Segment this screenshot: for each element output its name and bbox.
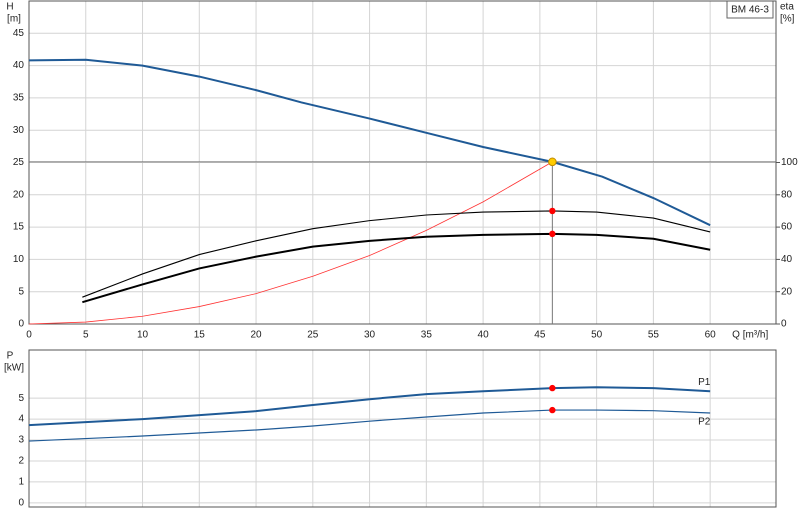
y2-tick-label: 0: [781, 319, 787, 330]
x-tick-label: 35: [421, 330, 433, 341]
curve: [82, 232, 711, 304]
y-tick-label: 35: [13, 93, 25, 104]
x-tick-label: 45: [534, 330, 546, 341]
y2-tick-label: 20: [781, 286, 793, 297]
x-tick-label: 60: [705, 330, 717, 341]
y-tick-label: 5: [18, 286, 24, 297]
x-tick-label: 50: [591, 330, 603, 341]
y-tick-label: 30: [13, 125, 25, 136]
y2-axis-unit: [%]: [780, 14, 795, 25]
operating-point: [549, 406, 556, 414]
x-tick-label: 25: [307, 330, 319, 341]
operating-point: [549, 230, 556, 238]
y-axis-unit: [m]: [7, 14, 21, 25]
duty-point: [548, 157, 557, 167]
curve: [28, 409, 711, 442]
y-tick-label: 20: [13, 189, 25, 200]
series-label: P2: [698, 417, 711, 428]
x-tick-label: 30: [364, 330, 376, 341]
curve: [28, 161, 553, 325]
curve: [82, 210, 711, 298]
x-tick-label: 40: [478, 330, 490, 341]
y2-tick-label: 60: [781, 222, 793, 233]
y2-tick-label: 100: [781, 157, 798, 168]
plot-frame: [28, 349, 777, 508]
y-axis-label: P: [7, 351, 14, 362]
y2-tick-label: 40: [781, 254, 793, 265]
y-tick-label: 25: [13, 157, 25, 168]
pump-title: BM 46-3: [731, 5, 769, 16]
curve: [28, 58, 711, 227]
y-axis-unit: [kW]: [4, 363, 24, 374]
y2-tick-label: 80: [781, 189, 793, 200]
x-tick-label: 55: [648, 330, 660, 341]
x-tick-label: 15: [194, 330, 206, 341]
plot-frame: [28, 0, 777, 325]
y-tick-label: 1: [18, 477, 24, 488]
curve: [28, 386, 711, 427]
x-tick-label: 5: [83, 330, 89, 341]
x-tick-label: 0: [26, 330, 32, 341]
y-tick-label: 10: [13, 254, 25, 265]
y-tick-label: 2: [18, 456, 24, 467]
y2-axis-label: eta: [780, 2, 794, 13]
y-tick-label: 3: [18, 435, 24, 446]
y-tick-label: 45: [13, 28, 25, 39]
x-tick-label: 20: [250, 330, 262, 341]
x-tick-label: 10: [137, 330, 149, 341]
y-tick-label: 4: [18, 414, 24, 425]
series-label: P1: [698, 377, 711, 388]
y-tick-label: 0: [18, 319, 24, 330]
operating-point: [549, 207, 556, 215]
y-tick-label: 40: [13, 60, 25, 71]
y-tick-label: 0: [18, 497, 24, 508]
y-tick-label: 15: [13, 222, 25, 233]
operating-point: [549, 384, 556, 392]
x-axis-label: Q [m³/h]: [732, 330, 768, 341]
y-axis-label: H: [6, 2, 13, 13]
y-tick-label: 5: [18, 393, 24, 404]
